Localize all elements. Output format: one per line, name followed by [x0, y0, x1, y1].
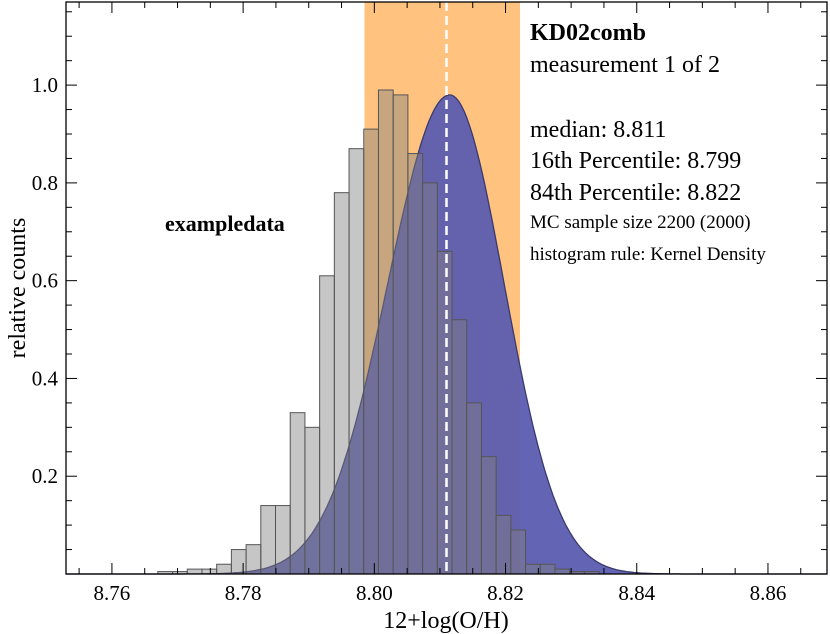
histogram-bar: [422, 182, 438, 575]
p16-stat: 16th Percentile: 8.799: [530, 148, 741, 174]
histogram-bar: [260, 505, 277, 575]
histogram-bar: [348, 148, 365, 575]
histogram-bar: [480, 456, 497, 575]
histogram-bar: [436, 250, 453, 575]
histogram-bar: [466, 402, 482, 575]
y-axis-label: relative counts: [5, 218, 31, 359]
histogram-bar: [539, 563, 556, 575]
y-tick-label: 0.6: [32, 269, 58, 293]
x-tick-label: 8.84: [618, 581, 655, 605]
x-tick-label: 8.82: [487, 581, 524, 605]
histogram-bar: [319, 275, 335, 575]
plot-frame: [65, 1, 828, 575]
p84-stat: 84th Percentile: 8.822: [530, 180, 741, 206]
histogram-bar: [304, 426, 321, 575]
histogram-bar: [230, 549, 247, 575]
histogram-bar: [407, 153, 424, 575]
histogram-bar: [201, 568, 218, 575]
histogram-bar: [451, 319, 468, 575]
dataset-label: exampledata: [165, 211, 285, 236]
histogram-bar: [245, 544, 262, 575]
histogram-rule-stat: histogram rule: Kernel Density: [530, 244, 766, 265]
histogram-bar: [216, 563, 232, 575]
histogram-bar: [392, 94, 409, 575]
histogram-bar: [363, 128, 379, 575]
x-axis-label: 12+log(O/H): [383, 608, 509, 634]
y-tick-label: 0.8: [32, 171, 58, 195]
median-stat: median: 8.811: [530, 117, 666, 143]
histogram-bar: [554, 568, 571, 575]
histogram-bar: [186, 568, 203, 575]
x-tick-label: 8.86: [750, 581, 787, 605]
histogram-bar: [333, 192, 350, 575]
x-tick-label: 8.78: [225, 581, 262, 605]
chart-title: KD02comb: [530, 20, 646, 46]
sample-size-stat: MC sample size 2200 (2000): [530, 212, 751, 233]
histogram-bar: [510, 529, 527, 575]
histogram-bar: [289, 412, 306, 575]
y-tick-label: 0.2: [32, 464, 58, 488]
histogram-bar: [275, 505, 291, 575]
histogram-bar: [495, 514, 512, 575]
x-tick-label: 8.80: [356, 581, 393, 605]
x-tick-label: 8.76: [94, 581, 131, 605]
chart-subtitle: measurement 1 of 2: [530, 52, 720, 78]
histogram-bar: [377, 89, 394, 575]
y-tick-label: 0.4: [32, 366, 59, 390]
kde-area: [66, 94, 827, 575]
y-tick-label: 1.0: [32, 73, 58, 97]
